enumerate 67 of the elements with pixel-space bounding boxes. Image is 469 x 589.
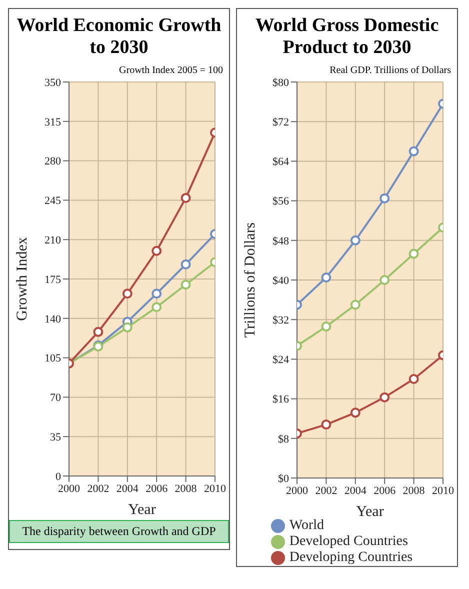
x-tick-label: 2004: [344, 484, 367, 497]
x-tick-label: 2010: [432, 484, 454, 497]
x-tick-label: 2006: [146, 482, 168, 495]
y-tick-label: 140: [44, 313, 62, 326]
point: [350, 235, 360, 246]
point: [408, 374, 419, 384]
y-tick-label: 315: [44, 116, 62, 128]
y-axis-title: Growth Index: [14, 236, 30, 321]
y-tick-label: $40: [272, 274, 290, 287]
y-tick-label: 105: [44, 352, 62, 365]
chart-subtitle: Growth Index 2005 = 100: [118, 65, 224, 76]
legend-label: World: [289, 518, 324, 533]
x-axis-title: Year: [356, 504, 384, 520]
point: [152, 246, 162, 256]
point: [180, 192, 191, 203]
y-tick-label: $32: [272, 314, 289, 327]
y-tick-label: 280: [44, 156, 62, 168]
y-tick-label: 70: [50, 392, 62, 404]
x-tick-label: 2006: [374, 484, 396, 497]
point: [380, 275, 390, 285]
chart-subtitle: Real GDP. Trillions of Dollars: [328, 65, 452, 76]
y-tick-label: 35: [50, 432, 62, 444]
point: [408, 248, 419, 259]
y-tick-label: 175: [44, 274, 62, 286]
point: [380, 392, 390, 402]
point: [350, 408, 360, 418]
chart-title: World Economic Growth to 2030: [16, 15, 222, 59]
x-tick-label: 2010: [204, 482, 226, 495]
y-tick-label: 210: [44, 234, 62, 247]
x-tick-label: 2008: [402, 484, 426, 497]
y-tick-label: $0: [278, 472, 290, 485]
text: The disparity between Growth and GDP: [9, 520, 229, 543]
point: [321, 420, 332, 430]
y-tick-label: 245: [44, 195, 62, 208]
y-tick-label: 350: [44, 76, 62, 89]
y-tick-label: $8: [278, 433, 290, 446]
point: [321, 272, 332, 283]
y-tick-label: $56: [272, 196, 290, 208]
legend-label: Developing Countries: [289, 550, 413, 565]
x-tick-label: 2008: [174, 482, 198, 495]
y-tick-label: $72: [272, 116, 289, 129]
x-tick-label: 2002: [87, 482, 110, 495]
x-tick-label: 2002: [315, 484, 338, 497]
y-tick-label: $80: [272, 76, 290, 89]
point: [93, 326, 104, 337]
y-tick-label: $16: [272, 394, 290, 406]
point: [152, 288, 162, 299]
point: [122, 288, 132, 299]
x-axis-title: Year: [128, 502, 156, 518]
y-tick-label: $24: [272, 354, 290, 366]
y-tick-label: $48: [272, 235, 290, 248]
legend-label: Developed Countries: [289, 534, 408, 549]
x-tick-label: 2000: [58, 482, 80, 495]
point: [180, 280, 191, 290]
y-tick-label: $64: [272, 156, 290, 168]
point: [122, 322, 132, 332]
y-tick-label: 0: [56, 470, 62, 483]
point: [380, 193, 390, 204]
point: [321, 322, 332, 332]
chart-title: World Gross Domestic Product to 2030: [254, 15, 440, 59]
point: [408, 146, 419, 156]
point: [350, 300, 360, 310]
point: [180, 259, 191, 270]
x-tick-label: 2000: [286, 484, 308, 497]
y-axis-title: Trillions of Dollars: [242, 222, 258, 338]
point: [152, 302, 162, 312]
x-tick-label: 2004: [116, 482, 139, 495]
